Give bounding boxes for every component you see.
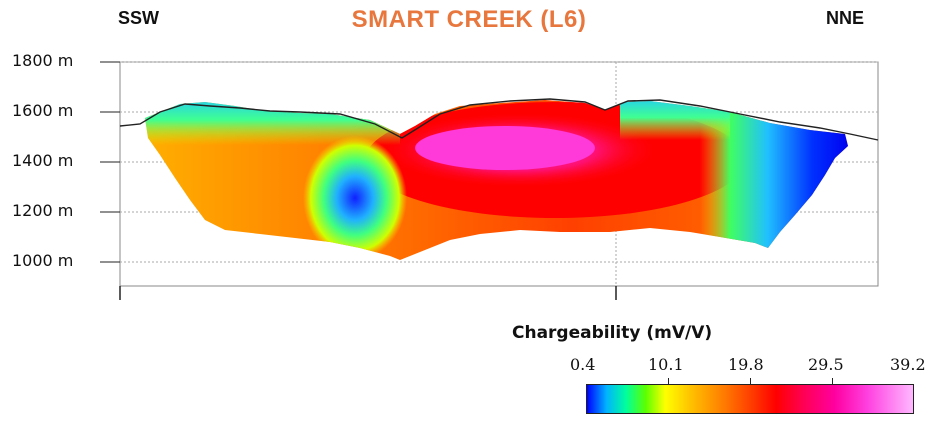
direction-label-ssw: SSW <box>118 8 160 28</box>
elevation-label-1600: 1600 m <box>12 101 74 120</box>
legend-tick-label: 0.4 <box>570 355 596 374</box>
elevation-label-1800: 1800 m <box>12 51 74 70</box>
legend-tick-label: 10.1 <box>648 355 684 374</box>
section-title: SMART CREEK (L6) <box>351 6 587 33</box>
chargeability-body <box>145 100 848 260</box>
elevation-label-1400: 1400 m <box>12 151 74 170</box>
elevation-label-1000: 1000 m <box>12 251 74 270</box>
colorbar-tick <box>750 378 751 386</box>
legend-title: Chargeability (mV/V) <box>512 323 713 343</box>
topography-line <box>119 98 879 141</box>
colorbar-tick <box>832 378 833 386</box>
elevation-label-1200: 1200 m <box>12 201 74 220</box>
colorbar-tick <box>668 378 669 386</box>
chargeability-colorbar <box>586 384 914 414</box>
plot-frame <box>119 61 879 287</box>
direction-label-nne: NNE <box>826 8 865 28</box>
legend-tick-label: 19.8 <box>728 355 764 374</box>
legend-tick-label: 39.2 <box>890 355 926 374</box>
legend-tick-label: 29.5 <box>808 355 844 374</box>
